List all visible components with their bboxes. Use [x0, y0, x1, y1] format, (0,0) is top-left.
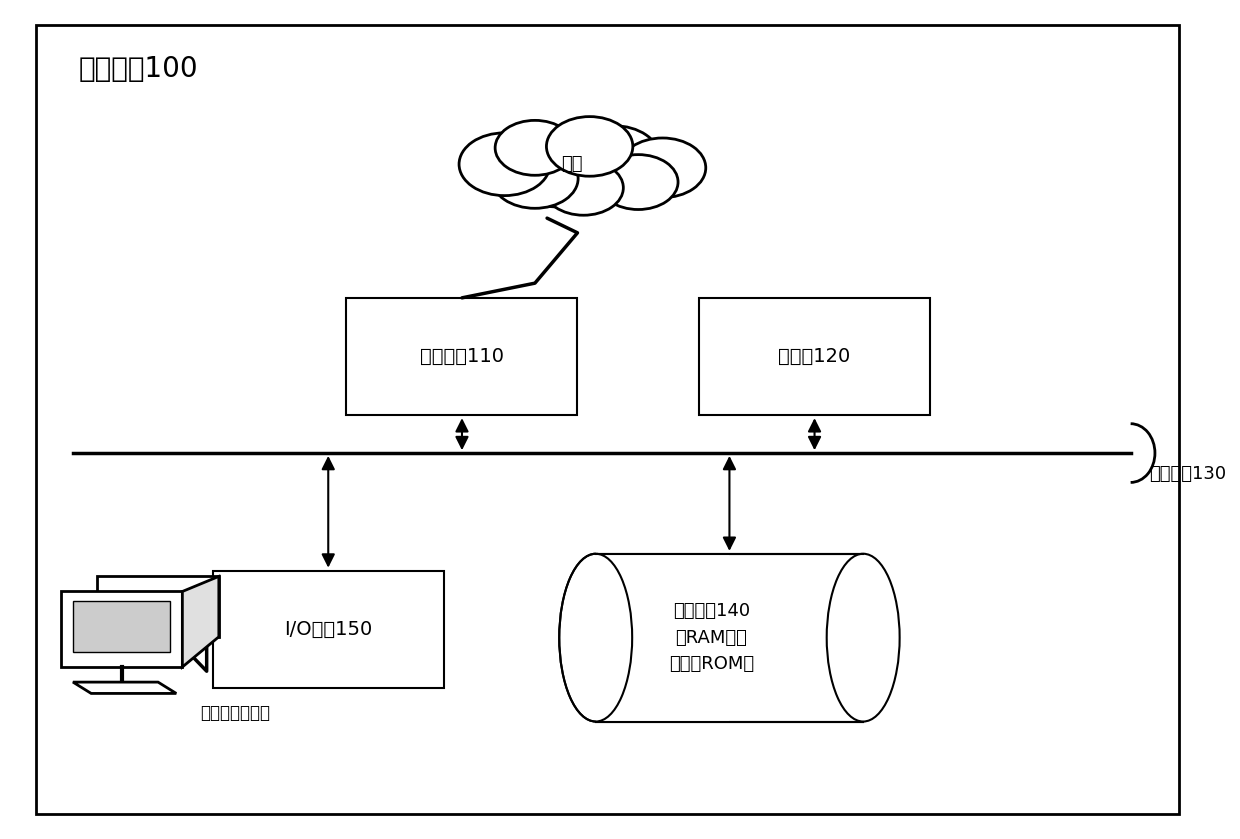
Circle shape — [459, 133, 551, 195]
Bar — [595, 554, 729, 722]
Text: 电子设备100: 电子设备100 — [79, 55, 198, 82]
FancyBboxPatch shape — [36, 25, 1179, 814]
Circle shape — [502, 128, 616, 207]
Ellipse shape — [559, 554, 632, 722]
Text: 存储介质140
（RAM以及
磁盘或ROM）: 存储介质140 （RAM以及 磁盘或ROM） — [668, 602, 754, 673]
Circle shape — [568, 126, 660, 189]
Polygon shape — [73, 601, 170, 652]
Circle shape — [547, 117, 632, 176]
Polygon shape — [97, 576, 218, 637]
Circle shape — [619, 138, 706, 198]
Polygon shape — [61, 591, 182, 667]
Bar — [699, 298, 930, 415]
Bar — [595, 554, 863, 722]
Circle shape — [544, 160, 624, 216]
Polygon shape — [73, 682, 176, 693]
Text: 网络端口110: 网络端口110 — [420, 347, 503, 366]
Text: 处理器120: 处理器120 — [779, 347, 851, 366]
Text: 网络: 网络 — [560, 154, 582, 173]
Circle shape — [495, 120, 574, 175]
Bar — [346, 298, 578, 415]
Bar — [213, 571, 444, 688]
Circle shape — [599, 154, 678, 210]
Circle shape — [492, 149, 578, 208]
Text: 通信总线130: 通信总线130 — [1149, 465, 1226, 483]
Polygon shape — [182, 576, 218, 667]
Text: （无线或有线）: （无线或有线） — [201, 704, 270, 722]
Ellipse shape — [827, 554, 900, 722]
Text: I/O接口150: I/O接口150 — [284, 620, 372, 638]
